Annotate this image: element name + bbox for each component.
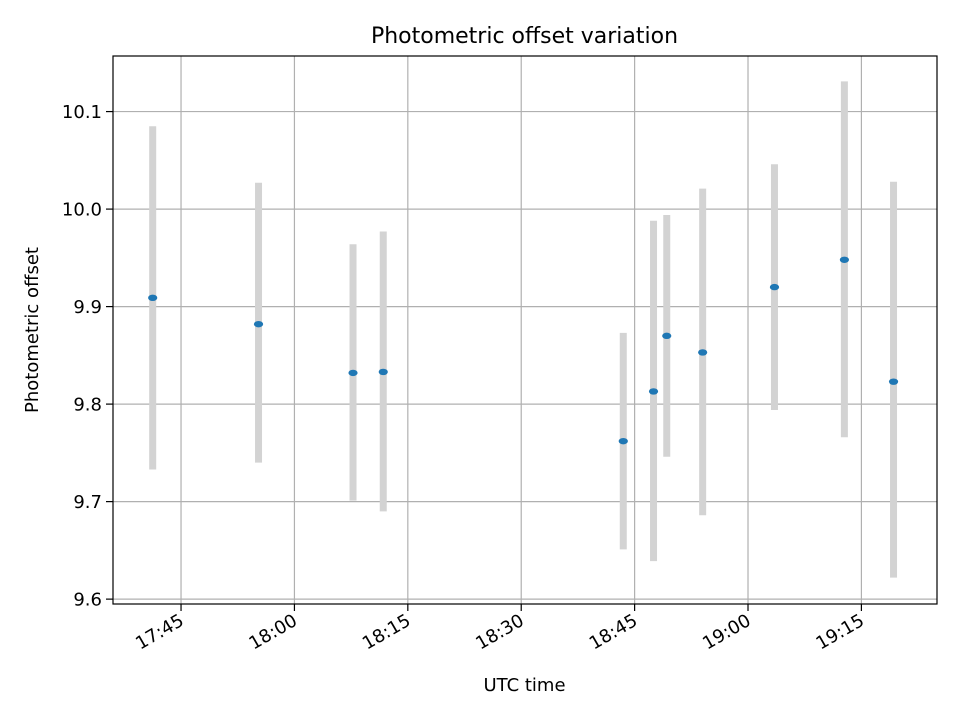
data-point — [648, 388, 659, 395]
chart-title: Photometric offset variation — [371, 24, 678, 49]
data-point — [662, 332, 672, 340]
y-axis-label: Photometric offset — [22, 247, 43, 413]
x-axis-label: UTC time — [483, 675, 565, 696]
data-point — [378, 368, 388, 376]
y-tick-label: 10.1 — [62, 102, 102, 123]
grid — [113, 56, 937, 604]
y-tick-label: 9.9 — [73, 297, 102, 318]
y-axis-ticks: 9.6 9.7 9.8 9.9 10.0 10.1 — [62, 102, 113, 611]
y-tick-label: 9.7 — [73, 492, 102, 513]
y-tick-label: 9.6 — [73, 590, 102, 611]
data-point — [148, 294, 158, 302]
y-tick-label: 10.0 — [62, 200, 102, 221]
y-tick-label: 9.8 — [73, 395, 102, 416]
data-point — [618, 437, 628, 445]
data-point — [839, 256, 849, 263]
data-point — [348, 369, 358, 377]
data-point — [698, 349, 708, 356]
data-point — [253, 320, 264, 328]
plot-frame — [112, 55, 938, 605]
data-points — [148, 256, 899, 445]
data-point — [769, 283, 780, 291]
data-point — [888, 378, 899, 385]
